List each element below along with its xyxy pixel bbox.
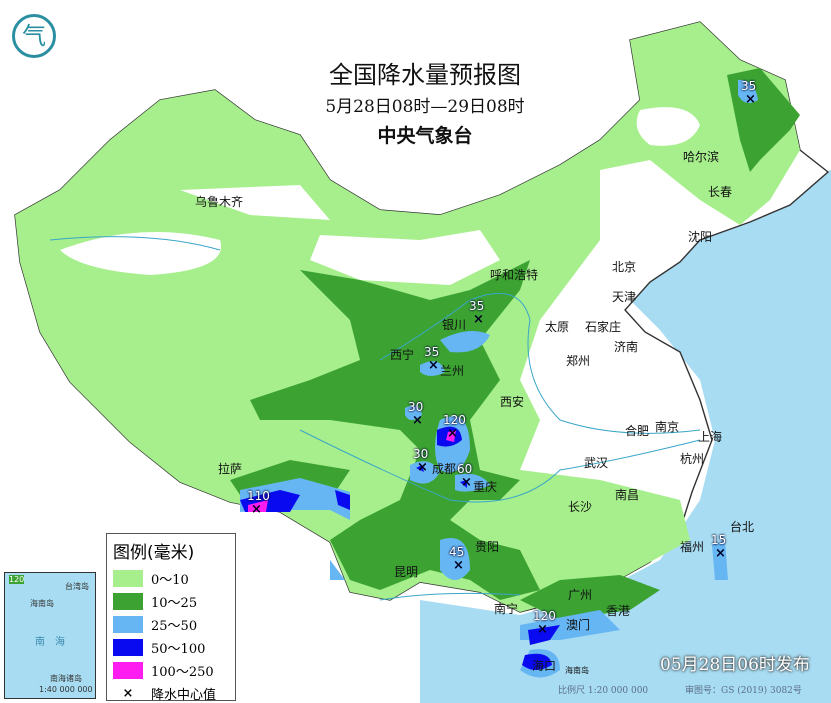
issue-time: 05月28日06时发布 [660, 655, 810, 675]
legend: 图例(毫米) 0～10 10～25 25～50 50～100 100～250 × 降水中… [106, 533, 236, 703]
rain-center-value: 120 [443, 413, 466, 427]
rain-center-value: 120 [533, 609, 556, 623]
city-label: 南京 [655, 420, 680, 434]
map-title: 全国降水量预报图 [329, 61, 521, 89]
inset-hainan: 海南岛 [30, 599, 54, 608]
inset-scale: 1:40 000 000 [39, 685, 93, 694]
city-label: 沈阳 [688, 230, 713, 244]
rain-center-value: 45 [449, 545, 465, 559]
rain-center-value: 110 [247, 489, 270, 503]
cross-icon: × [745, 92, 756, 107]
city-label: 成都 [432, 462, 457, 476]
city-label: 杭州 [680, 452, 705, 466]
city-label: 长春 [708, 185, 733, 199]
cross-icon: × [412, 413, 423, 428]
rivers [49, 236, 701, 601]
rain-center-value: 15 [711, 533, 727, 547]
legend-item: 50～100 [113, 636, 235, 659]
city-label: 南宁 [494, 602, 519, 616]
cross-icon: × [715, 546, 726, 561]
city-label: 太原 [545, 320, 570, 334]
legend-item: 10～25 [113, 590, 235, 613]
legend-label: 100～250 [151, 665, 214, 680]
city-label: 银川 [442, 318, 467, 332]
cross-icon: × [447, 426, 458, 441]
cross-icon: × [251, 502, 262, 517]
city-label: 西宁 [390, 348, 415, 362]
city-label: 重庆 [473, 480, 498, 494]
city-label: 台北 [730, 520, 755, 534]
cross-icon: × [453, 558, 464, 573]
city-label: 澳门 [566, 618, 591, 632]
inset-note: 南海诸岛 [50, 674, 82, 683]
city-label: 乌鲁木齐 [195, 195, 244, 209]
rain-center-value: 30 [413, 447, 429, 461]
cross-icon: × [428, 358, 439, 373]
cross-icon: × [417, 460, 428, 475]
city-label: 天津 [612, 290, 637, 304]
legend-item: 100～250 [113, 659, 235, 682]
city-label: 广州 [568, 588, 593, 602]
city-label: 呼和浩特 [490, 268, 539, 282]
cross-icon: × [461, 475, 472, 490]
inset-value: 120 [9, 575, 25, 584]
inset-sea-label: 南 海 [35, 637, 65, 648]
city-label: 济南 [614, 340, 639, 354]
city-label: 哈尔滨 [683, 150, 720, 164]
legend-swatch [113, 593, 143, 610]
cross-icon: × [537, 622, 548, 637]
dry-area-north [60, 185, 500, 285]
legend-label: 10～25 [151, 596, 198, 611]
city-label: 石家庄 [585, 320, 622, 334]
legend-item: 0～10 [113, 567, 235, 590]
legend-swatch [113, 616, 143, 633]
legend-center-label: 降水中心值 [151, 688, 217, 703]
rain-10-25-south [520, 575, 660, 620]
rain-0-10-west [15, 90, 690, 612]
cross-icon: × [473, 312, 484, 327]
review-number: 审图号：GS (2019) 3082号 [685, 686, 802, 696]
legend-center: × 降水中心值 [113, 682, 235, 703]
south-china-sea-inset: 120 台湾岛 海南岛 南 海 南海诸岛 1:40 000 000 [4, 572, 96, 699]
city-label: 郑州 [566, 354, 591, 368]
city-label: 昆明 [394, 565, 419, 579]
rain-center-value: 35 [741, 79, 757, 93]
legend-title: 图例(毫米) [113, 543, 195, 563]
inset-taiwan: 台湾岛 [65, 582, 89, 591]
city-label: 福州 [680, 540, 705, 554]
legend-label: 50～100 [151, 642, 206, 657]
legend-swatch [113, 570, 143, 587]
rain-center-value: 35 [424, 345, 440, 359]
map-scale: 比例尺 1:20 000 000 [558, 686, 649, 696]
legend-label: 0～10 [151, 573, 189, 588]
city-label: 西安 [500, 395, 525, 409]
cma-logo: 气 [12, 14, 56, 58]
city-label: 长沙 [568, 500, 593, 514]
legend-item: 25～50 [113, 613, 235, 636]
legend-swatch [113, 662, 143, 679]
city-label: 南昌 [615, 488, 640, 502]
rain-center-value: 30 [408, 400, 424, 414]
city-label: 贵阳 [475, 540, 500, 554]
cross-icon: × [122, 686, 134, 701]
dry-area-ne [636, 107, 700, 146]
rain-center-value: 35 [469, 299, 485, 313]
legend-label: 25～50 [151, 619, 198, 634]
city-label: 拉萨 [218, 462, 243, 476]
legend-swatch [113, 639, 143, 656]
city-label: 兰州 [440, 364, 465, 378]
city-label: 海南岛 [565, 666, 589, 675]
city-label: 海口 [532, 659, 557, 673]
city-label: 合肥 [625, 424, 650, 438]
city-label: 香港 [606, 604, 631, 618]
city-label: 武汉 [584, 456, 609, 470]
city-label: 上海 [698, 430, 723, 444]
issuer: 中央气象台 [377, 125, 473, 147]
rain-center-value: 60 [457, 462, 473, 476]
city-label: 北京 [612, 260, 637, 274]
forecast-period: 5月28日08时—29日08时 [325, 97, 525, 117]
sea [420, 170, 831, 703]
